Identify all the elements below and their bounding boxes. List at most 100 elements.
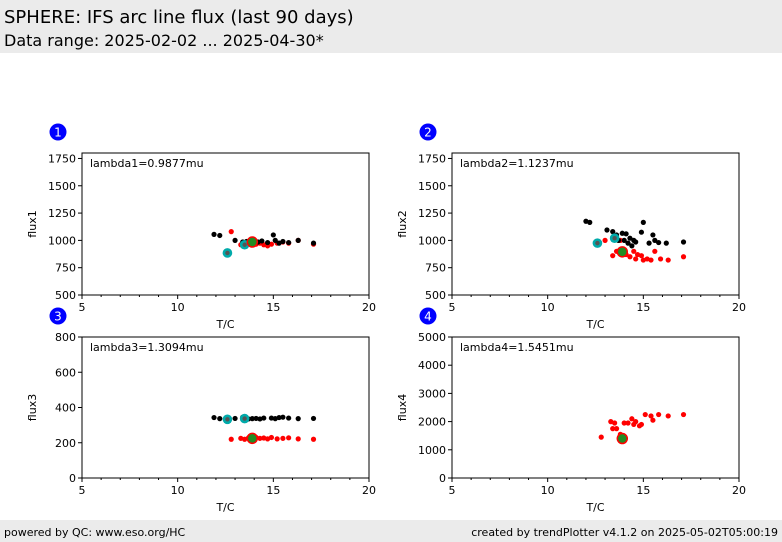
data-point [642,411,648,418]
median-marker [616,246,629,258]
x-tick-label: 15 [266,301,280,314]
chart-panel-4: 5 10 15 20 0 1000 2000 3000 4000 5000 T/C flux4 lamb… [396,307,746,514]
x-tick-label: 15 [636,301,650,314]
data-point [680,239,687,245]
x-tick-label: 20 [732,301,746,314]
y-tick-label: 400 [55,402,76,415]
data-point [625,420,631,426]
data-point [276,414,282,421]
data-point [310,415,317,422]
data-point [268,415,275,421]
panel-badge-number: 2 [424,126,432,140]
chart-panel-2: 5 10 15 20 500 750 1000 1250 1500 1750 T/C flux2 lam… [396,123,746,331]
x-tick-label: 20 [362,484,376,497]
y-tick-label: 200 [55,437,76,450]
y-tick-label: 800 [55,331,76,344]
data-point [228,229,234,235]
data-point [613,426,620,432]
x-axis-label: T/C [585,501,604,514]
footer-timestamp: created by trendPlotter v4.1.2 on 2025-0… [471,526,778,539]
data-point [217,416,223,422]
data-point [211,414,217,421]
data-point [680,254,687,260]
data-point [640,219,646,225]
data-point [259,238,265,244]
y-tick-label: 1500 [48,180,76,193]
y-tick-label: 750 [55,262,76,275]
panel-annotation: lambda1=0.9877mu [90,157,204,170]
y-tick-label: 1500 [418,180,446,193]
data-point [257,435,263,441]
data-point [625,240,631,246]
data-point [274,436,280,442]
y-tick-label: 0 [69,472,76,485]
data-point [633,239,639,245]
chart-panel-1: 5 10 15 20 500 750 1000 1250 1500 1750 T/C flux1 lam… [26,123,376,331]
data-point [648,257,654,263]
median-marker [246,236,259,248]
y-tick-label: 1250 [48,207,76,220]
x-tick-label: 15 [266,484,280,497]
x-tick-label: 5 [79,301,86,314]
x-tick-label: 5 [449,301,456,314]
highlight-point-core [225,417,230,422]
data-point [650,232,656,238]
y-tick-label: 1000 [48,234,76,247]
panel-badge-number: 3 [54,310,62,324]
y-tick-label: 1750 [418,152,446,165]
data-point [665,413,671,419]
data-point [652,237,658,243]
data-point [656,411,662,418]
data-point [612,420,618,426]
y-tick-label: 5000 [418,331,446,344]
highlight-point-core [242,416,247,421]
data-point [638,229,645,235]
panel-badge [419,307,437,325]
data-point [610,253,616,259]
x-tick-label: 10 [541,301,555,314]
data-point [633,419,639,425]
data-point [217,232,223,239]
data-point [264,239,271,246]
data-point [652,248,658,254]
data-point [638,421,645,428]
data-point [272,237,278,243]
data-point [638,253,645,259]
data-point [286,415,292,421]
data-point [280,238,286,245]
page-subtitle: Data range: 2025-02-02 ... 2025-04-30* [4,31,324,50]
data-point [280,414,286,420]
data-point [261,415,267,421]
y-tick-label: 1250 [418,207,446,220]
x-tick-label: 20 [362,301,376,314]
data-point [232,415,238,422]
y-tick-label: 500 [425,289,446,302]
data-point [286,435,292,441]
y-tick-label: 0 [439,472,446,485]
y-tick-label: 1000 [418,234,446,247]
header-bar: SPHERE: IFS arc line flux (last 90 days)… [0,0,782,53]
y-tick-label: 600 [55,366,76,379]
data-point [656,239,662,246]
data-point [633,256,639,262]
data-point [232,237,238,243]
y-tick-label: 1750 [48,152,76,165]
x-tick-label: 15 [636,484,650,497]
data-point [211,231,217,237]
y-axis-label: flux3 [26,394,39,421]
x-tick-label: 10 [171,301,185,314]
y-axis-label: flux1 [26,210,39,237]
data-point [228,436,234,442]
y-tick-label: 3000 [418,387,446,400]
y-axis-label: flux4 [396,394,409,421]
data-point [650,417,656,423]
data-point [249,416,255,422]
data-point [663,240,669,246]
data-point [598,434,604,440]
data-point [295,416,301,422]
footer-bar: powered by QC: www.eso.org/HC created by… [0,520,782,542]
y-tick-label: 4000 [418,359,446,372]
data-point [295,436,301,442]
x-axis-label: T/C [215,501,234,514]
